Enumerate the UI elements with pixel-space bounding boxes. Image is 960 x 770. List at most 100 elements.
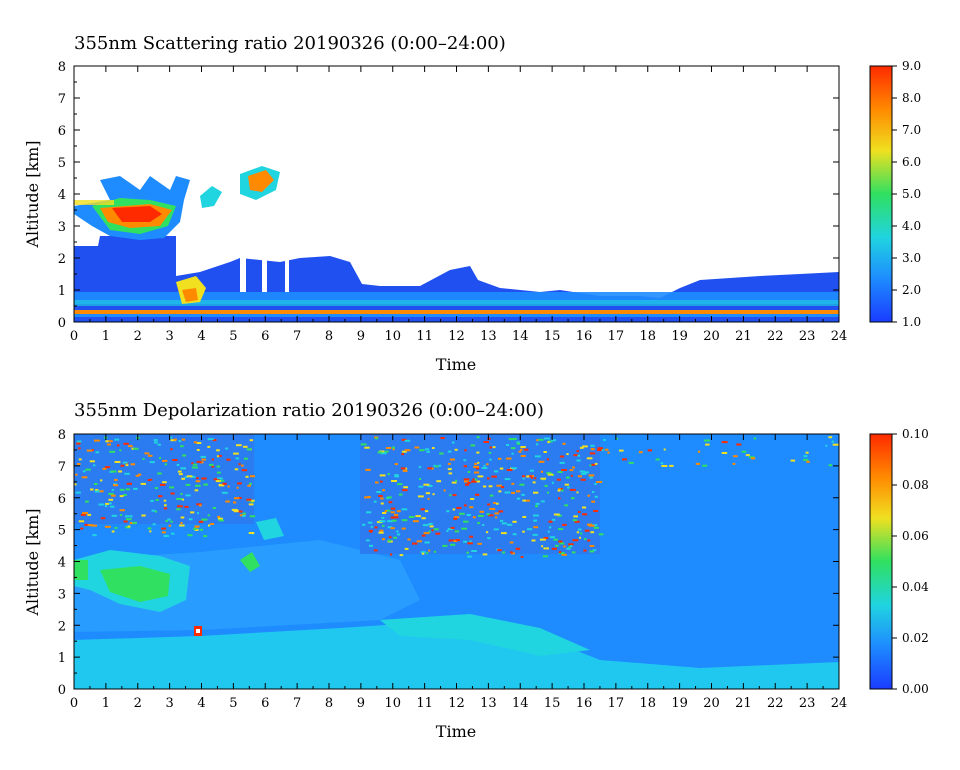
speckle xyxy=(580,532,583,535)
y-tick-label: 1 xyxy=(58,284,66,299)
speckle xyxy=(474,478,477,481)
colorbar-tick-label: 5.0 xyxy=(902,187,921,201)
y-tick-label: 3 xyxy=(58,587,66,602)
speckle xyxy=(102,467,107,470)
speckle xyxy=(392,519,397,522)
speckle xyxy=(803,458,809,461)
speckle xyxy=(566,453,569,456)
speckle xyxy=(178,440,182,443)
speckle xyxy=(382,489,386,492)
speckle xyxy=(397,533,401,536)
speckle xyxy=(113,484,119,487)
speckle xyxy=(376,491,382,493)
speckle xyxy=(186,475,193,478)
x-tick-label: 24 xyxy=(831,329,848,344)
speckle xyxy=(586,457,593,460)
colorbar-tick-label: 4.0 xyxy=(902,219,921,233)
speckle xyxy=(532,481,536,484)
speckle xyxy=(527,528,533,531)
speckle xyxy=(379,520,386,523)
speckle xyxy=(160,483,166,486)
speckle xyxy=(85,468,91,471)
speckle xyxy=(750,457,756,460)
speckle xyxy=(515,490,521,493)
speckle xyxy=(533,519,538,522)
x-tick-label: 1 xyxy=(102,696,110,711)
speckle xyxy=(234,468,239,471)
speckle xyxy=(233,452,239,455)
speckle xyxy=(587,539,591,542)
speckle xyxy=(471,480,477,483)
speckle xyxy=(390,527,395,530)
speckle xyxy=(100,479,103,482)
speckle xyxy=(438,464,441,467)
speckle xyxy=(511,467,517,470)
speckle xyxy=(170,439,176,442)
speckle xyxy=(403,486,408,489)
x-axis-label: Time xyxy=(436,355,476,374)
speckle xyxy=(209,463,214,466)
speckle xyxy=(429,525,434,528)
speckle xyxy=(516,442,520,445)
speckle xyxy=(198,520,204,523)
x-tick-label: 20 xyxy=(703,696,720,711)
y-tick-label: 5 xyxy=(58,524,66,539)
speckle xyxy=(105,440,109,443)
speckle xyxy=(702,464,708,467)
speckle xyxy=(500,486,505,489)
speckle xyxy=(592,549,597,552)
speckle xyxy=(218,519,224,522)
speckle xyxy=(559,461,565,464)
speckle xyxy=(428,523,433,525)
speckle xyxy=(419,478,422,480)
speckle xyxy=(99,490,104,493)
speckle xyxy=(113,483,117,486)
speckle xyxy=(588,524,595,527)
speckle xyxy=(534,477,537,480)
speckle xyxy=(485,531,489,534)
x-tick-label: 1 xyxy=(102,329,110,344)
speckle xyxy=(147,479,151,481)
speckle xyxy=(382,512,387,514)
speckle xyxy=(421,534,426,537)
speckle xyxy=(551,518,556,521)
speckle xyxy=(470,498,475,500)
speckle xyxy=(598,533,604,536)
x-tick-label: 16 xyxy=(576,329,593,344)
speckle xyxy=(579,446,584,449)
speckle xyxy=(236,486,239,489)
speckle xyxy=(461,527,467,530)
x-tick-label: 23 xyxy=(799,329,816,344)
speckle xyxy=(589,464,592,467)
speckle xyxy=(556,478,561,481)
speckle xyxy=(120,464,124,467)
x-tick-label: 8 xyxy=(325,329,333,344)
speckle xyxy=(492,446,496,449)
speckle xyxy=(149,530,152,533)
speckle xyxy=(506,444,510,446)
speckle xyxy=(184,476,188,479)
speckle xyxy=(803,455,808,458)
speckle xyxy=(109,505,115,508)
speckle xyxy=(373,500,377,503)
speckle xyxy=(491,475,497,478)
colorbar-tick-label: 0.04 xyxy=(902,580,929,594)
speckle xyxy=(196,449,200,451)
speckle xyxy=(420,508,425,511)
x-tick-label: 14 xyxy=(512,696,529,711)
speckle xyxy=(162,459,168,462)
speckle xyxy=(464,449,467,452)
speckle xyxy=(449,494,452,497)
y-tick-label: 0 xyxy=(58,683,66,698)
speckle xyxy=(250,499,255,502)
speckle xyxy=(453,539,458,542)
speckle xyxy=(474,471,480,474)
y-tick-label: 2 xyxy=(58,252,66,267)
speckle xyxy=(573,454,579,457)
speckle xyxy=(584,538,587,541)
speckle xyxy=(567,486,570,489)
speckle xyxy=(203,535,208,538)
speckle xyxy=(454,530,459,533)
speckle xyxy=(549,536,556,539)
speckle xyxy=(164,504,167,507)
